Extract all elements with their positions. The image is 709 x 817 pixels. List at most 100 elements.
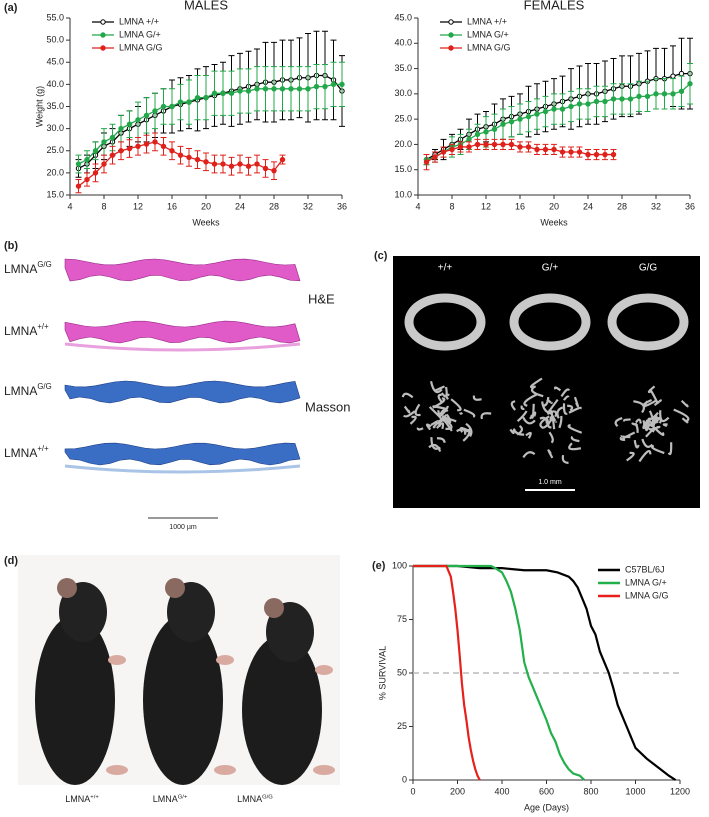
data-point bbox=[483, 141, 489, 148]
legend-label: LMNA G/+ bbox=[625, 577, 667, 587]
x-tick-label: 400 bbox=[494, 786, 509, 796]
data-point bbox=[84, 156, 90, 163]
genotype-base: LMNA bbox=[237, 794, 262, 804]
panel-label: (a) bbox=[4, 2, 18, 14]
y-tick-label: 45.0 bbox=[46, 57, 64, 67]
genotype-label: LMNA+/+ bbox=[4, 322, 49, 338]
trabecula bbox=[430, 419, 440, 426]
data-point bbox=[542, 108, 549, 115]
mouse-paw bbox=[315, 665, 333, 675]
stain-label: Masson bbox=[305, 399, 351, 414]
legend-label: LMNA G/G bbox=[119, 42, 163, 52]
cortical-ring bbox=[607, 293, 689, 351]
genotype-base: LMNA bbox=[4, 446, 37, 460]
data-point bbox=[228, 163, 235, 169]
trabecula bbox=[435, 385, 445, 392]
data-point bbox=[203, 94, 209, 101]
series-line bbox=[78, 74, 343, 170]
y-tick-label: 25 bbox=[397, 721, 407, 731]
x-tick-label: 24 bbox=[235, 201, 245, 211]
data-point bbox=[186, 154, 192, 161]
trabecula bbox=[633, 439, 640, 449]
data-point bbox=[109, 152, 116, 158]
trabecula bbox=[644, 418, 654, 432]
mouse-ear bbox=[57, 578, 77, 598]
trabecula bbox=[567, 424, 583, 434]
legend-marker bbox=[448, 32, 454, 38]
legend-marker bbox=[448, 45, 454, 51]
legend-label: LMNA +/+ bbox=[467, 16, 507, 26]
y-tick-label: 20.0 bbox=[394, 139, 412, 149]
data-point bbox=[610, 151, 617, 158]
data-point bbox=[670, 91, 676, 97]
data-point bbox=[143, 141, 150, 147]
panel-label: (e) bbox=[372, 560, 386, 572]
data-point bbox=[551, 106, 557, 112]
y-tick-label: 30.0 bbox=[46, 123, 64, 133]
chart-title: FEMALES bbox=[524, 0, 585, 12]
data-point bbox=[75, 161, 82, 167]
genotype-sup: +/+ bbox=[37, 322, 49, 331]
x-tick-label: 16 bbox=[167, 201, 177, 211]
trabecula bbox=[560, 388, 571, 398]
data-point bbox=[194, 156, 201, 163]
legend-marker bbox=[100, 45, 106, 51]
x-tick-label: 28 bbox=[269, 201, 279, 211]
trabecula bbox=[567, 404, 574, 412]
data-point bbox=[305, 86, 311, 92]
trabecula bbox=[641, 438, 654, 448]
trabecula bbox=[438, 418, 446, 428]
genotype-base: LMNA bbox=[4, 324, 37, 338]
data-point bbox=[109, 134, 116, 141]
data-point bbox=[254, 161, 260, 167]
trabecula bbox=[638, 449, 652, 463]
trabecula bbox=[472, 395, 482, 401]
trabecula bbox=[651, 444, 665, 455]
data-point bbox=[313, 83, 320, 90]
data-point bbox=[687, 81, 693, 87]
data-point bbox=[500, 121, 506, 127]
panel-label: (b) bbox=[4, 240, 18, 252]
series-line bbox=[413, 564, 677, 781]
data-point bbox=[534, 146, 540, 153]
data-point bbox=[211, 161, 218, 167]
tissue-strip bbox=[64, 380, 301, 404]
data-point bbox=[262, 86, 269, 92]
trabecula bbox=[547, 449, 554, 459]
trabecula bbox=[556, 406, 564, 419]
series-line bbox=[413, 564, 481, 781]
data-point bbox=[525, 113, 532, 120]
mouse-paw bbox=[216, 655, 234, 665]
mouse-body bbox=[242, 635, 322, 785]
data-point bbox=[542, 146, 549, 153]
mouse-paw bbox=[313, 765, 335, 775]
data-point bbox=[288, 86, 294, 92]
data-point bbox=[279, 156, 286, 163]
trabecula bbox=[459, 411, 464, 415]
y-tick-label: 45.0 bbox=[394, 12, 412, 22]
trabecula bbox=[680, 400, 689, 408]
trabecula bbox=[525, 431, 532, 439]
data-point bbox=[474, 131, 481, 138]
x-tick-label: 20 bbox=[549, 201, 559, 211]
data-point bbox=[237, 161, 243, 167]
x-tick-label: 36 bbox=[685, 201, 695, 211]
scale-bar-label: 1.0 mm bbox=[538, 479, 562, 486]
data-point bbox=[432, 154, 438, 160]
data-point bbox=[220, 90, 226, 96]
stain-label: H&E bbox=[308, 291, 335, 306]
trabecula bbox=[445, 393, 450, 400]
data-point bbox=[271, 86, 277, 92]
x-tick-label: 32 bbox=[303, 201, 313, 211]
data-point bbox=[160, 103, 167, 110]
subcutis bbox=[64, 464, 301, 474]
data-point bbox=[262, 165, 269, 172]
y-tick-label: 75 bbox=[397, 614, 407, 624]
trabecula bbox=[558, 415, 563, 429]
data-point bbox=[593, 98, 600, 105]
genotype-base: LMNA bbox=[65, 794, 90, 804]
data-point bbox=[653, 91, 659, 97]
data-point bbox=[169, 148, 175, 154]
trabecula bbox=[650, 416, 659, 428]
